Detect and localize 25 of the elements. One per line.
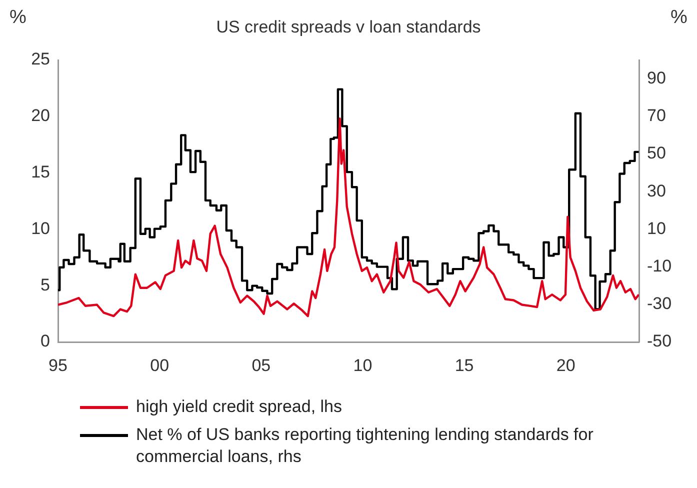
y2-tick-label: 50: [647, 144, 666, 163]
y-tick-label: 10: [31, 218, 50, 238]
y2-tick-label: 30: [647, 181, 666, 200]
x-tick-label: 20: [556, 356, 576, 375]
x-tick-label: 10: [353, 356, 372, 375]
legend-label: Net % of US banks reporting tightening lending standards for commercial loans, rhs: [136, 424, 594, 468]
y-tick-label: 20: [31, 106, 50, 126]
y-tick-label: 15: [31, 162, 50, 182]
x-tick-label: 95: [48, 356, 68, 375]
y-tick-label: 25: [31, 50, 50, 69]
x-tick-label: 15: [454, 356, 474, 375]
y-tick-label: 0: [40, 332, 50, 351]
y2-axis-title: %: [670, 7, 688, 28]
y-tick-label: 5: [40, 275, 50, 294]
y2-tick-label: 10: [647, 218, 666, 238]
y-axis-title: %: [10, 7, 27, 28]
chart-title: US credit spreads v loan standards: [216, 18, 481, 37]
legend-label: high yield credit spread, lhs: [136, 396, 342, 418]
y2-tick-label: 90: [647, 68, 666, 88]
y2-tick-label: -50: [647, 332, 672, 351]
x-tick-label: 05: [252, 356, 271, 375]
y2-tick-label: -30: [647, 294, 672, 314]
y2-tick-label: -10: [647, 256, 672, 276]
y2-tick-label: 70: [647, 106, 666, 126]
x-tick-label: 00: [150, 356, 170, 375]
